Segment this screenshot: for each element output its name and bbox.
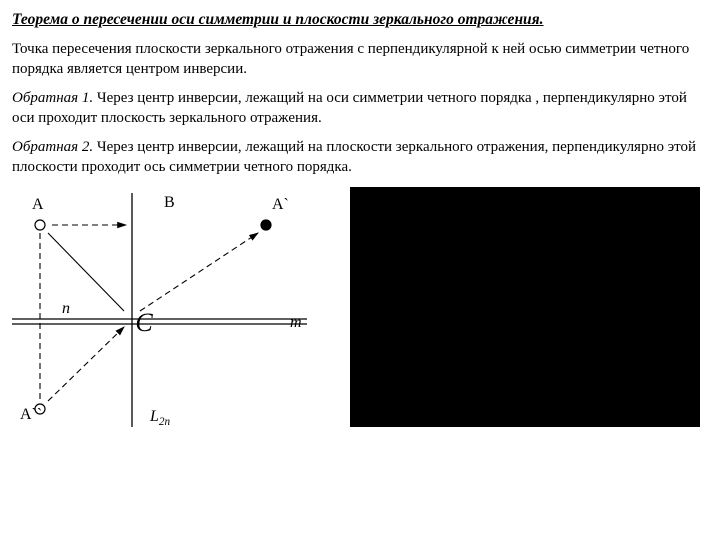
black-panel — [350, 187, 700, 427]
svg-text:C: C — [135, 308, 153, 337]
svg-text:A``: A`` — [20, 406, 42, 423]
figure-row: C A A` A`` Bn m L2n — [12, 187, 708, 432]
theorem-title: Теорема о пересечении оси симметрии и пл… — [12, 10, 708, 30]
svg-text:L2n: L2n — [149, 408, 171, 428]
inverse-1-label: Обратная 1. — [12, 90, 93, 106]
paragraph-inverse-2: Обратная 2. Через центр инверсии, лежащи… — [12, 138, 708, 177]
paragraph-main: Точка пересечения плоскости зеркального … — [12, 40, 708, 79]
svg-text:B: B — [164, 194, 175, 211]
svg-text:A`: A` — [272, 196, 289, 213]
symmetry-diagram: C A A` A`` Bn m L2n — [12, 187, 342, 432]
paragraph-inverse-1: Обратная 1. Через центр инверсии, лежащи… — [12, 89, 708, 128]
svg-text:A: A — [32, 196, 44, 213]
inverse-2-text: Через центр инверсии, лежащий на плоскос… — [12, 139, 696, 175]
inverse-2-label: Обратная 2. — [12, 139, 93, 155]
inverse-1-text: Через центр инверсии, лежащий на оси сим… — [12, 90, 687, 126]
svg-text:n: n — [62, 300, 70, 317]
svg-text:m: m — [290, 314, 302, 331]
